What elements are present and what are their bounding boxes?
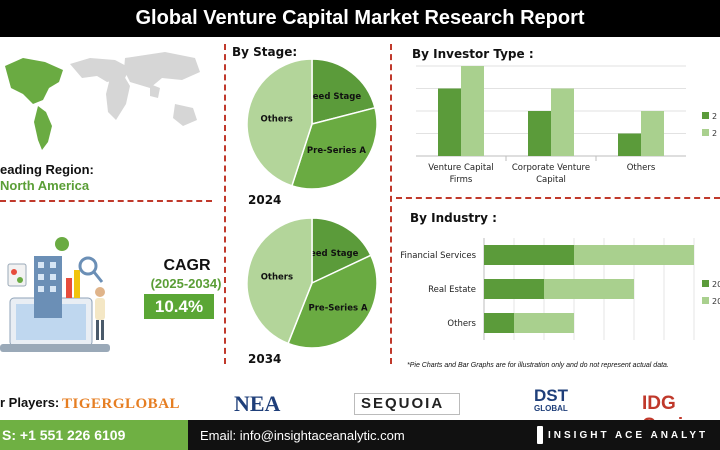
by-industry-title: By Industry :: [410, 211, 497, 225]
divider-left: [224, 44, 226, 364]
hbar-others-series-2: [514, 313, 574, 333]
pie-label-others: Others: [261, 114, 293, 124]
x-tick-label: Others: [627, 163, 656, 173]
world-map-illustration: [5, 52, 200, 150]
pie-slice-seed-stage: [311, 217, 372, 285]
y-tick-label: Financial Services: [400, 251, 476, 261]
pie-slice-seed-stage: [311, 58, 376, 125]
x-tick-label: Capital: [536, 175, 566, 185]
pie-slice-pre-series-a: [287, 254, 378, 349]
bar-corporate-venture-capital-series-1: [528, 111, 551, 156]
cagr-value: 10.4%: [144, 294, 214, 319]
leading-region-value: North America: [0, 178, 90, 193]
cagr-title: CAGR: [163, 257, 211, 274]
y-tick-label: Real Estate: [428, 285, 476, 295]
bar-corporate-venture-capital-series-2: [551, 88, 574, 156]
legend-label: 2: [712, 112, 717, 121]
hbar-real-estate-series-2: [544, 279, 634, 299]
x-tick-label: Venture Capital: [428, 163, 494, 173]
x-tick-label: Firms: [450, 175, 473, 185]
hbar-others-series-1: [484, 313, 514, 333]
pie-label-pre-series-a: Pre-Series A: [307, 146, 366, 156]
pie-slice-others: [246, 217, 313, 345]
hbar-financial-services-series-1: [484, 245, 574, 265]
pie-year-2034: 2034: [248, 352, 282, 366]
legend-label: 20: [712, 297, 720, 306]
logo-dst: DST: [534, 386, 568, 405]
stage-pie-2034: Seed Stage Pre-Series A Others: [246, 217, 378, 349]
cagr-range: (2025-2034): [150, 276, 222, 291]
by-investor-title: By Investor Type :: [412, 47, 534, 61]
pie-label-others: Others: [261, 272, 293, 282]
footer-phone[interactable]: S: +1 551 226 6109: [0, 420, 188, 450]
footer-email[interactable]: Email: info@insightaceanalytic.com: [188, 420, 523, 450]
legend-swatch: [702, 280, 709, 287]
bar-venture-capital-firms-series-1: [438, 88, 461, 156]
analytics-illustration: [0, 237, 110, 352]
brand-icon: [537, 426, 543, 444]
legend-swatch: [702, 297, 709, 304]
logo-dst-global: GLOBAL: [534, 404, 568, 413]
logo-tigerglobal: TIGERGLOBAL: [62, 396, 181, 412]
key-players-label: r Players:: [0, 395, 60, 410]
divider-right: [390, 44, 392, 364]
logo-nea: NEA: [234, 391, 281, 416]
footer-brand: INSIGHT ACE ANALYT: [523, 420, 720, 450]
bar-others-series-1: [618, 133, 641, 156]
divider-region: [0, 200, 212, 202]
x-tick-label: Corporate Venture: [512, 163, 590, 173]
bar-others-series-2: [641, 111, 664, 156]
footer-brand-text: INSIGHT ACE ANALYT: [548, 429, 709, 441]
legend-label: 2: [712, 129, 717, 138]
report-title: Global Venture Capital Market Research R…: [0, 0, 720, 37]
legend-swatch: [702, 129, 709, 136]
pie-slice-others: [246, 58, 313, 187]
stage-pie-2024: Seed Stage Pre-Series A Others: [246, 58, 378, 190]
leading-region-label: eading Region:: [0, 162, 94, 177]
north-america-shape: [5, 58, 63, 104]
divider-investor: [396, 197, 720, 199]
pie-label-pre-series-a: Pre-Series A: [309, 303, 368, 313]
by-stage-title: By Stage:: [232, 45, 298, 59]
pie-slice-pre-series-a: [290, 106, 378, 190]
investor-bar-chart: Venture Capital Firms Corporate Venture Cap…: [416, 65, 717, 185]
industry-bar-chart: Financial Services Real Estate Others 20 20: [400, 238, 720, 340]
bar-venture-capital-firms-series-2: [461, 66, 484, 156]
legend-label: 20: [712, 280, 720, 289]
y-tick-label: Others: [447, 319, 476, 329]
illustration-note: *Pie Charts and Bar Graphs are for illus…: [407, 362, 669, 369]
logo-sequoia: SEQUOIA: [354, 393, 460, 415]
legend-swatch: [702, 112, 709, 119]
pie-label-seed-stage: Seed Stage: [304, 249, 359, 259]
pie-label-seed-stage: Seed Stage: [307, 92, 362, 102]
hbar-financial-services-series-2: [574, 245, 694, 265]
hbar-real-estate-series-1: [484, 279, 544, 299]
pie-year-2024: 2024: [248, 193, 282, 207]
